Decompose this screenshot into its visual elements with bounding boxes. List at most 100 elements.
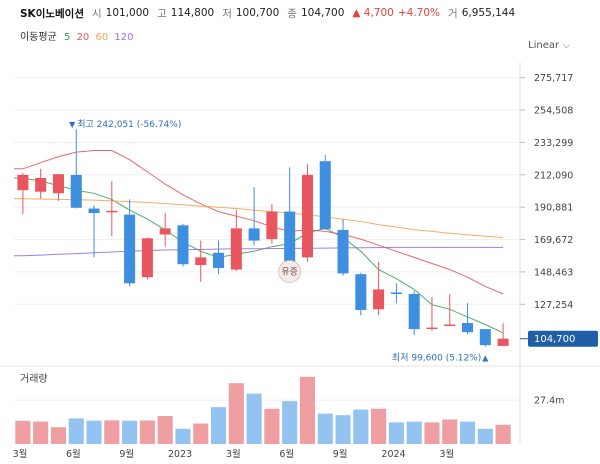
time-axis-label: 6월	[279, 448, 294, 460]
price-tick-label: 275,717	[534, 73, 573, 84]
rights-offering-marker	[278, 260, 302, 283]
min-price-marker: ▲	[482, 354, 489, 363]
volume-bar	[477, 428, 493, 444]
volume-bar	[50, 427, 67, 444]
candle-body	[213, 252, 225, 269]
candle-body	[70, 174, 82, 208]
candle-body	[17, 174, 29, 191]
max-price-marker: ▼	[69, 120, 76, 129]
volume-bar	[406, 421, 422, 444]
volume-bar	[228, 383, 244, 444]
chevron-down-icon: ⌵	[563, 40, 570, 51]
volume-bar	[442, 419, 458, 444]
volume-bar	[246, 393, 262, 444]
volume-bar	[459, 421, 476, 444]
moving-average-title: 이동평균	[20, 32, 57, 43]
volume-bar	[282, 401, 298, 444]
volume-bar	[388, 422, 404, 444]
change-percent: +4.70%	[397, 7, 441, 19]
moving-average-ma120-line	[14, 246, 504, 257]
price-axis: 275,717 254,508 233,299 212,090 190,881 169,6…	[519, 62, 573, 444]
volume-value: 6,955,144	[461, 7, 516, 19]
time-axis-label: 2023	[168, 449, 192, 460]
candle-body	[195, 257, 207, 265]
volume-bar	[175, 428, 191, 444]
low-label: 저	[222, 7, 232, 20]
volume-bar	[139, 420, 155, 444]
moving-average-legend: 이동평균 5 20 60 120	[20, 28, 137, 43]
ma-60-label[interactable]: 60	[95, 32, 109, 43]
close-label: 종	[287, 7, 297, 20]
quote-header: SK이노베이션 시 101,000 고 114,800 저 100,700 종 …	[20, 4, 519, 22]
moving-average-lines	[14, 150, 504, 334]
ma-20-label[interactable]: 20	[76, 32, 90, 43]
volume-axis-tick: 27.4m	[534, 396, 564, 407]
candle-body	[319, 161, 331, 230]
volume-bar	[317, 413, 333, 444]
price-tick-label: 233,299	[534, 138, 573, 149]
volume-bar	[424, 422, 440, 444]
candle-body	[284, 211, 296, 262]
volume-bar	[371, 408, 387, 444]
time-axis-label: 3월	[13, 448, 28, 460]
candle-body	[337, 229, 349, 274]
price-tick-label: 190,881	[534, 203, 573, 214]
min-price-annotation: 최저 99,600 (5.12%)	[392, 353, 481, 364]
ma-5-label[interactable]: 5	[64, 32, 71, 43]
candle-body	[177, 225, 189, 265]
volume-pane-title: 거래량	[20, 373, 48, 385]
candle-body	[106, 210, 118, 213]
high-label: 고	[157, 7, 167, 20]
candle-body	[230, 228, 242, 270]
candle-body	[444, 324, 456, 327]
volume-bar	[122, 420, 138, 444]
candle-body	[88, 208, 100, 214]
candle-body	[497, 338, 509, 346]
time-axis-label: 2024	[381, 449, 405, 460]
price-tick-label: 169,672	[534, 235, 573, 246]
scale-dropdown[interactable]: Linear ⌵	[528, 40, 570, 51]
moving-average-ma5-line	[14, 177, 504, 334]
price-tick-label: 127,254	[534, 300, 573, 311]
candle-body	[248, 228, 260, 241]
current-price-tag-text: 104,700	[534, 334, 575, 345]
candle-body	[373, 289, 385, 310]
price-gridlines	[14, 77, 520, 305]
current-price-tag-bg	[528, 330, 598, 347]
candle-body	[266, 211, 278, 240]
volume-bar	[68, 418, 84, 444]
price-tick-label: 254,508	[534, 106, 573, 117]
volume-bar	[299, 376, 316, 444]
volume-bar	[157, 416, 173, 444]
rights-offering-label: 유증	[281, 266, 298, 277]
volume-bar	[353, 409, 369, 444]
volume-bar	[210, 407, 227, 444]
volume-label: 거	[448, 7, 458, 20]
chart-annotations: 최고 242,051 (-56.74%) 최저 99,600 (5.12%) 유…	[69, 119, 489, 363]
volume-bar	[495, 424, 511, 444]
volume-bar	[86, 420, 102, 444]
candle-body	[390, 292, 402, 294]
volume-bar	[264, 408, 280, 444]
change-value: ▲ 4,700	[352, 7, 394, 19]
candle-body	[52, 174, 64, 194]
open-value: 101,000	[105, 7, 150, 19]
candle-body	[479, 329, 491, 346]
candle-body	[159, 228, 171, 235]
time-axis-label: 9월	[119, 448, 134, 460]
volume-bar	[15, 420, 31, 444]
candle-body	[462, 323, 474, 333]
current-price-tag: 104,700	[520, 330, 598, 347]
price-tick-label: 148,463	[534, 267, 573, 278]
volume-bar	[335, 415, 351, 444]
stock-name: SK이노베이션	[20, 7, 84, 20]
candle-body	[301, 174, 313, 258]
high-value: 114,800	[170, 7, 215, 19]
time-axis-label: 9월	[333, 448, 348, 460]
candle-body	[408, 294, 420, 330]
ma-120-label[interactable]: 120	[114, 32, 134, 43]
volume-bar	[193, 423, 209, 444]
candle-body	[124, 214, 136, 284]
candle-body	[426, 327, 438, 330]
